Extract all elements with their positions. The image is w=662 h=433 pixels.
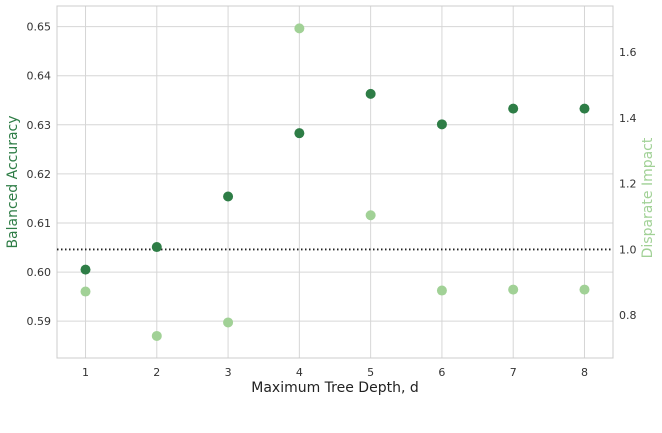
x-tick-label: 4 [296,366,303,379]
x-tick-label: 1 [82,366,89,379]
disparate-impact-point [223,317,234,328]
y-tick-label-right: 1.4 [619,112,637,125]
x-tick-label: 3 [225,366,232,379]
disparate-impact-point [294,23,305,34]
y-axis-label-right: Disparate Impact [640,137,656,258]
balanced-accuracy-point [508,103,519,114]
plot-frame [56,5,614,359]
x-axis-label: Maximum Tree Depth, d [251,380,418,396]
balanced-accuracy-point [365,88,376,99]
y-tick-label-right: 1.6 [619,46,637,59]
disparate-impact-point [508,284,519,295]
tick-labels: 1 2 3 4 5 6 7 8 0.59 0.60 0.61 0.62 0.63 0.64 0.65 0.8 1… [27,21,637,379]
y-tick-label-right: 0.8 [619,309,637,322]
disparate-impact-point [436,285,447,296]
y-tick-label-right: 1.2 [619,178,637,191]
y-tick-label-right: 1.0 [619,243,637,256]
x-tick-label: 2 [153,366,160,379]
balanced-accuracy-point [223,191,234,202]
y-tick-label-left: 0.60 [27,266,52,279]
grid [57,6,613,358]
disparate-impact-point [151,330,162,341]
y-axis-label-left: Balanced Accuracy [5,115,21,248]
disparate-impact-point [365,210,376,221]
y-tick-label-left: 0.61 [27,217,52,230]
x-tick-label: 6 [438,366,445,379]
balanced-accuracy-point [436,119,447,130]
balanced-accuracy-point [80,264,91,275]
x-tick-label: 7 [510,366,517,379]
y-tick-label-left: 0.63 [27,119,52,132]
x-tick-label: 8 [581,366,588,379]
balanced-accuracy-point [294,128,305,139]
balanced-accuracy-point [151,242,162,253]
data-points [80,23,590,341]
x-tick-label: 5 [367,366,374,379]
balanced-accuracy-point [579,103,590,114]
y-tick-label-left: 0.62 [27,168,52,181]
y-tick-label-left: 0.65 [27,21,52,34]
y-tick-label-left: 0.59 [27,315,52,328]
y-tick-label-left: 0.64 [27,70,52,83]
disparate-impact-point [579,284,590,295]
disparate-impact-point [80,286,91,297]
